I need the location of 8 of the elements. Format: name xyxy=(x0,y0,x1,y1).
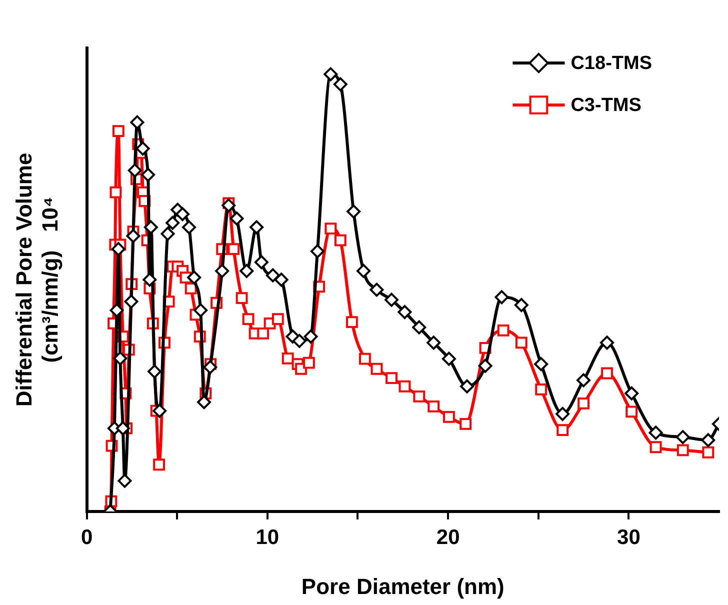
legend-label: C3-TMS xyxy=(570,95,642,116)
x-axis-title: Pore Diameter (nm) xyxy=(301,574,504,599)
y-axis-title: Differential Pore Volume (cm³/nm/g) 10⁴ xyxy=(11,152,63,407)
x-tick-label: 20 xyxy=(436,526,460,549)
x-tick-label: 0 xyxy=(80,526,93,549)
x-tick-label: 10 xyxy=(256,526,280,549)
legend-label: C18-TMS xyxy=(570,53,652,74)
x-tick-label: 30 xyxy=(617,526,640,549)
